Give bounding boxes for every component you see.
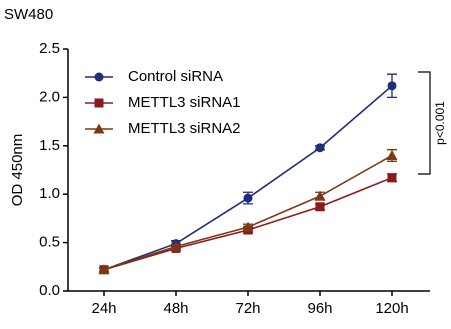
legend-label: METTL3 siRNA1: [128, 94, 241, 111]
marker: [387, 81, 397, 91]
series-line: [103, 85, 393, 271]
p-value: p<0.001: [433, 101, 447, 145]
marker: [242, 221, 254, 232]
significance-bracket: [418, 71, 431, 175]
series-line: [103, 154, 393, 271]
x-tick-label: 96h: [307, 300, 332, 317]
x-tick-label: 72h: [235, 300, 260, 317]
y-tick-label: 0.5: [39, 234, 60, 251]
marker: [93, 123, 105, 134]
y-tick-label: 1.0: [39, 185, 60, 202]
y-tick-label: 2.0: [39, 88, 60, 105]
marker: [386, 149, 398, 160]
marker: [315, 202, 325, 212]
marker: [315, 143, 325, 153]
x-tick-label: 120h: [375, 300, 408, 317]
marker: [387, 173, 397, 183]
chart-title: SW480: [4, 6, 53, 23]
marker: [170, 240, 182, 251]
x-tick-label: 48h: [163, 300, 188, 317]
marker: [243, 193, 253, 203]
marker: [98, 264, 110, 275]
legend-label: Control siRNA: [128, 68, 223, 85]
x-tick-label: 24h: [91, 300, 116, 317]
legend-label: METTL3 siRNA2: [128, 120, 241, 137]
y-tick-label: 2.5: [39, 40, 60, 57]
marker: [94, 98, 104, 108]
marker: [94, 72, 104, 82]
y-axis-label: OD 450nm: [9, 134, 26, 207]
marker: [314, 190, 326, 201]
y-tick-label: 0.0: [39, 282, 60, 299]
y-tick-label: 1.5: [39, 137, 60, 154]
